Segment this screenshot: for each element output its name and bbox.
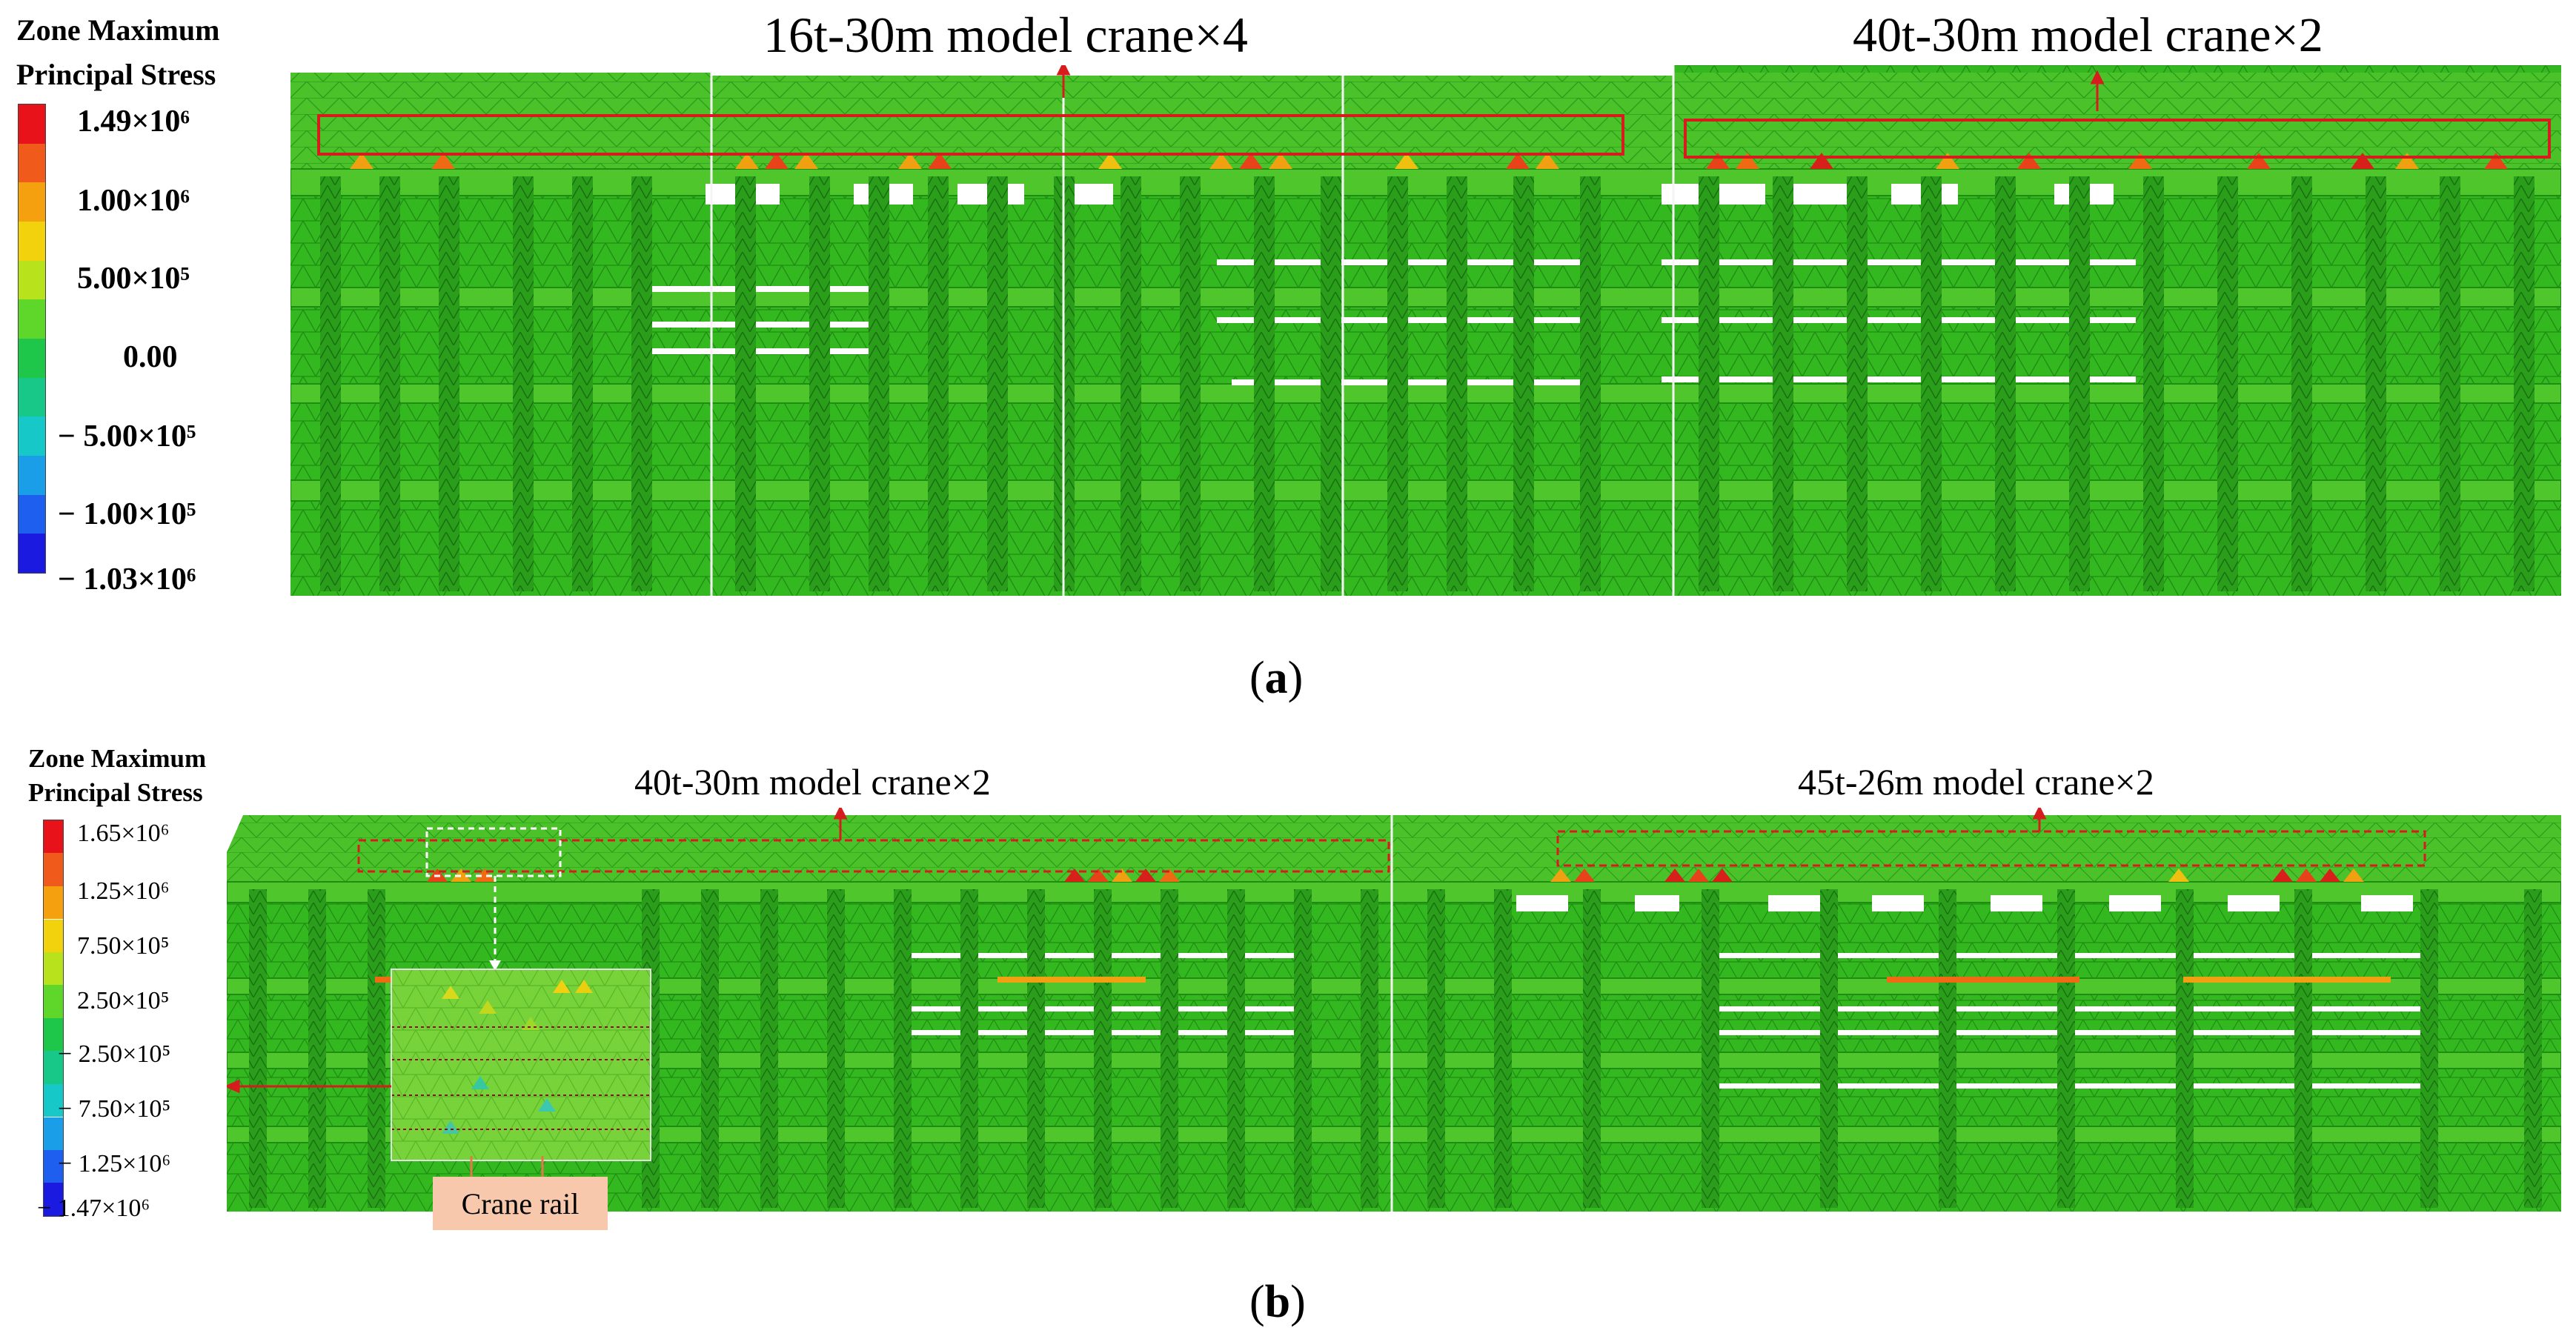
rail-box-b-right (1556, 830, 2426, 867)
tick-a-4: − 5.00×10⁵ (58, 419, 196, 454)
caption-a-letter: a (1264, 653, 1288, 703)
crane-label-b-left: 40t-30m model crane×2 (634, 761, 991, 803)
caption-b: (b) (1249, 1277, 1306, 1327)
colorbar-b (43, 820, 64, 1217)
tick-a-5: − 1.00×10⁵ (58, 497, 196, 531)
legend-title-a: Zone Maximum Principal Stress (16, 13, 283, 92)
tick-a-2: 5.00×10⁵ (77, 262, 190, 296)
tick-a-6: − 1.03×10⁶ (58, 562, 196, 597)
legend-title-a-line1: Zone Maximum (16, 13, 220, 47)
tick-b-5: − 7.50×10⁵ (58, 1095, 171, 1123)
legend-title-b: Zone Maximum Principal Stress (28, 744, 273, 808)
tick-b-0: 1.65×10⁶ (77, 820, 170, 847)
inset-zoom (391, 969, 651, 1161)
tick-b-3: 2.50×10⁵ (77, 987, 170, 1014)
rail-box-a-left (317, 114, 1624, 156)
caption-a: (a) (1249, 653, 1304, 703)
crane-rail-label: Crane rail (433, 1177, 608, 1230)
crane-label-b-right: 45t-26m model crane×2 (1798, 761, 2154, 803)
tick-b-6: − 1.25×10⁶ (58, 1150, 171, 1177)
crane-label-a-right: 40t-30m model crane×2 (1853, 8, 2323, 62)
rail-box-b-left (357, 839, 1390, 873)
zoom-box (425, 827, 562, 877)
tick-b-4: − 2.50×10⁵ (58, 1040, 171, 1068)
fe-model-a (291, 65, 2561, 596)
rail-box-a-right (1684, 119, 2551, 159)
caption-b-letter: b (1264, 1277, 1291, 1327)
legend-title-b-line2: Principal Stress (28, 778, 203, 808)
crane-label-a-left: 16t-30m model crane×4 (763, 7, 1248, 63)
tick-b-2: 7.50×10⁵ (77, 932, 170, 960)
tick-b-7: − 1.47×10⁶ (37, 1195, 150, 1222)
tick-a-0: 1.49×10⁶ (77, 104, 190, 139)
tick-b-1: 1.25×10⁶ (77, 877, 170, 905)
tick-a-3: 0.00 (123, 340, 178, 374)
fe-model-b (227, 808, 2561, 1212)
legend-title-a-line2: Principal Stress (16, 58, 216, 91)
colorbar-a (18, 104, 46, 574)
legend-title-b-line1: Zone Maximum (28, 744, 207, 773)
tick-a-1: 1.00×10⁶ (77, 184, 190, 218)
